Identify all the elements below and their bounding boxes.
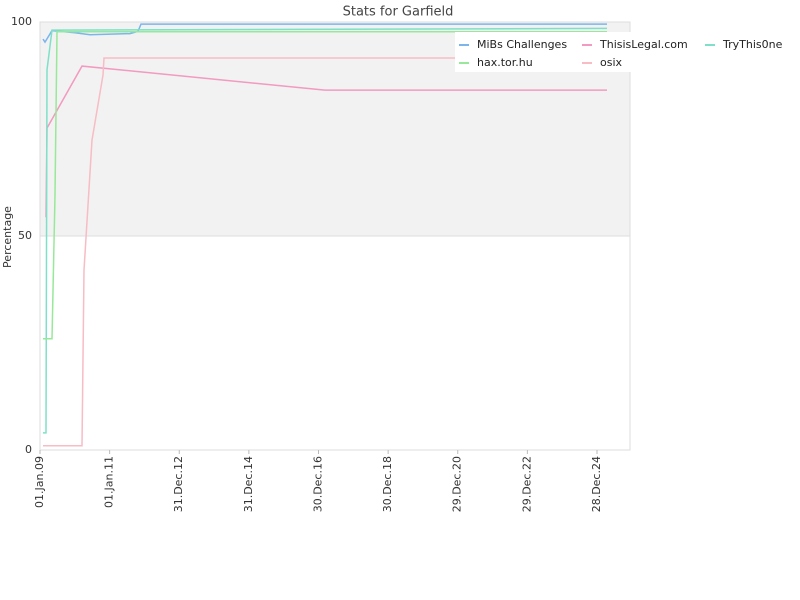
x-tick-label: 30.Dec.18 <box>381 456 394 512</box>
legend-box <box>455 32 795 72</box>
legend-label: osix <box>600 56 623 69</box>
y-tick-label: 100 <box>11 15 32 28</box>
legend-label: TryThis0ne <box>722 38 783 51</box>
legend-label: ThisisLegal.com <box>599 38 688 51</box>
chart-title: Stats for Garfield <box>343 5 454 20</box>
y-tick-label: 0 <box>25 443 32 456</box>
legend: MiBs Challenges ThisisLegal.com TryThis0ne… <box>455 32 795 72</box>
x-tick-label: 28.Dec.24 <box>590 456 603 512</box>
legend-label: MiBs Challenges <box>477 38 567 51</box>
data-line <box>43 27 608 434</box>
y-axis-label: Percentage <box>1 206 14 268</box>
data-line <box>43 31 607 340</box>
legend-label: hax.tor.hu <box>477 56 533 69</box>
data-line <box>42 23 607 44</box>
x-tick-label: 29.Dec.20 <box>451 456 464 512</box>
x-tick-label: 01.Jan.11 <box>103 456 116 508</box>
x-tick-label: 29.Dec.22 <box>520 456 533 512</box>
y-tick-label: 50 <box>18 229 32 242</box>
data-line <box>43 57 607 447</box>
x-tick-label: 31.Dec.14 <box>242 456 255 512</box>
plot-area <box>39 21 631 454</box>
x-tick-label: 30.Dec.16 <box>311 456 324 512</box>
x-tick-label: 31.Dec.12 <box>172 456 185 512</box>
x-tick-label: 01.Jan.09 <box>33 456 46 508</box>
